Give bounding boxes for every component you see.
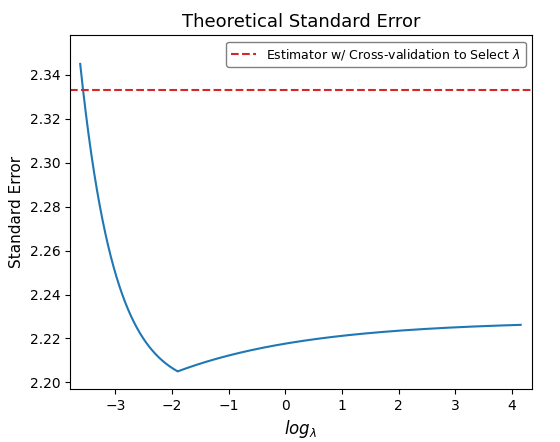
Estimator w/ Cross-validation to Select $\lambda$	[339, 88, 346, 93]
X-axis label: $log_{\lambda}$: $log_{\lambda}$	[284, 418, 318, 440]
Title: Theoretical Standard Error: Theoretical Standard Error	[182, 13, 420, 31]
Estimator w/ Cross-validation to Select $\lambda$	[282, 88, 289, 93]
Y-axis label: Standard Error: Standard Error	[9, 156, 24, 268]
Legend: Estimator w/ Cross-validation to Select $\lambda$: Estimator w/ Cross-validation to Select …	[226, 42, 526, 67]
